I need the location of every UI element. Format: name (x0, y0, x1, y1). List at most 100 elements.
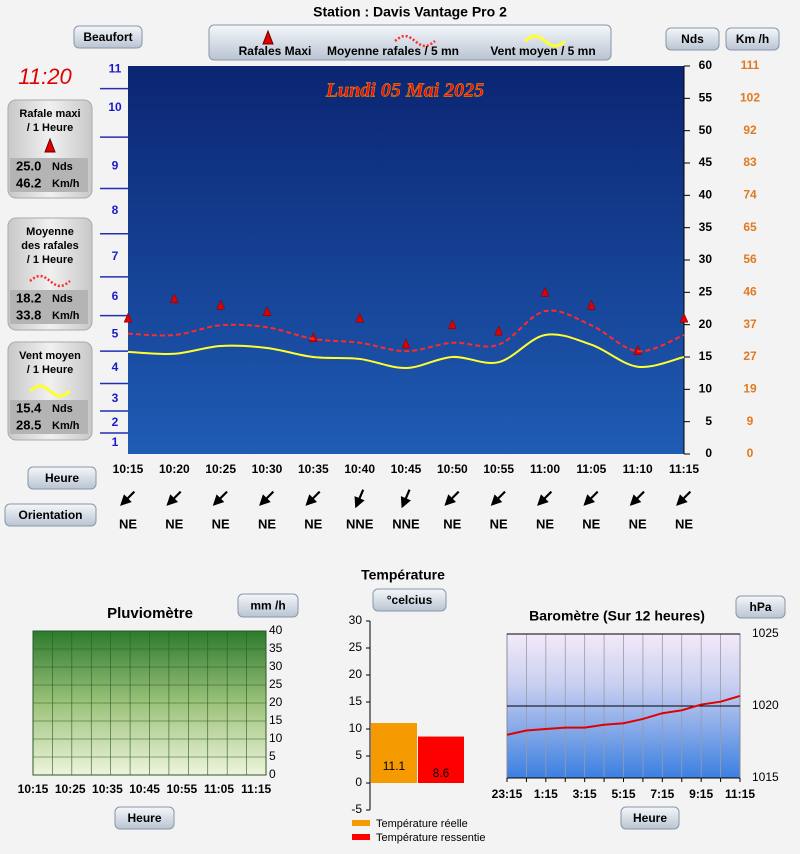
wind-arrow (305, 490, 321, 506)
panel-kmh-unit: Km/h (52, 310, 80, 322)
y-tick-label: 0 (705, 446, 712, 460)
y-tick-label: 35 (699, 220, 713, 234)
y-tick-label: 0 (269, 767, 276, 781)
panel-knots-unit: Nds (52, 403, 73, 415)
gust-marker (262, 306, 272, 316)
button[interactable] (620, 806, 680, 830)
gust-marker (123, 312, 133, 323)
y-tick-label: 40 (699, 188, 713, 202)
chart-title: Baromètre (Sur 12 heures) (529, 608, 705, 624)
legend-label: Température ressentie (376, 832, 485, 844)
panel-knots-unit: Nds (52, 293, 73, 305)
panel-label: / 1 Heure (27, 122, 73, 134)
x-tick-label: 11:15 (241, 782, 271, 796)
x-tick-label: 11:10 (623, 462, 653, 476)
wind-direction: NNE (392, 516, 420, 531)
wind-direction: NE (165, 516, 183, 531)
panel-kmh-unit: Km/h (52, 178, 80, 190)
wind-arrow (120, 490, 136, 506)
button-label[interactable]: mm /h (250, 599, 285, 613)
wind-direction: NE (536, 516, 554, 531)
button[interactable] (725, 27, 780, 51)
icon-triangle (44, 137, 56, 153)
button-label[interactable]: Heure (127, 811, 161, 825)
y-tick-label: 50 (699, 123, 713, 137)
y-tick-label: 40 (269, 623, 283, 637)
button[interactable] (735, 595, 786, 619)
beaufort-label: 3 (112, 391, 119, 405)
button[interactable] (114, 806, 175, 830)
bar-value: 11.1 (383, 759, 406, 773)
y2-tick-label: 83 (743, 155, 757, 169)
y-tick-label: 20 (349, 667, 363, 681)
bar-value: 8.6 (433, 766, 450, 780)
y2-tick-label: 46 (743, 285, 757, 299)
button-label[interactable]: Heure (45, 471, 79, 485)
button[interactable] (4, 503, 97, 527)
x-tick-label: 10:55 (166, 782, 197, 796)
x-tick-label: 10:35 (92, 782, 123, 796)
gust-marker (679, 312, 689, 323)
wind-direction: NE (212, 516, 230, 531)
panel-knots: 25.0 (16, 158, 41, 173)
wind-direction: NE (119, 516, 137, 531)
wind-arrow (259, 490, 275, 506)
icon-wave (29, 384, 71, 398)
x-tick-label: 23:15 (492, 787, 523, 801)
y-tick-label: 15 (269, 713, 283, 727)
button[interactable] (237, 593, 299, 618)
button-label[interactable]: Nds (681, 32, 704, 46)
y-tick-label: 1025 (752, 626, 779, 640)
wind-arrow (583, 490, 599, 506)
wind-direction: NE (582, 516, 600, 531)
wind-direction: NE (258, 516, 276, 531)
chart-title: Température (361, 567, 445, 583)
legend-label: Vent moyen / 5 mn (490, 44, 595, 58)
button-label[interactable]: Beaufort (83, 30, 132, 44)
button-label[interactable]: hPa (749, 600, 771, 614)
panel-kmh-unit: Km/h (52, 420, 80, 432)
y2-tick-label: 37 (743, 317, 757, 331)
wind-arrow (354, 489, 365, 509)
wind-direction: NE (675, 516, 693, 531)
gust-marker (447, 319, 457, 329)
gust-marker (540, 286, 550, 297)
x-tick-label: 3:15 (573, 787, 597, 801)
y-tick-label: 60 (699, 58, 713, 72)
beaufort-label: 1 (112, 435, 119, 449)
y2-tick-label: 65 (743, 220, 757, 234)
x-tick-label: 10:20 (159, 462, 190, 476)
button-label[interactable]: Km /h (736, 32, 769, 46)
panel-values (10, 400, 88, 434)
x-tick-label: 11:05 (204, 782, 234, 796)
button-label[interactable]: Heure (633, 811, 667, 825)
icon-wave (524, 34, 566, 48)
legend-box (208, 24, 612, 61)
wind-arrow (537, 490, 553, 506)
y-tick-label: 25 (699, 285, 713, 299)
y-tick-label: 0 (355, 775, 362, 789)
button-label[interactable]: °celcius (387, 593, 433, 607)
button[interactable] (665, 27, 720, 51)
y2-tick-label: 27 (743, 349, 757, 363)
y2-tick-label: 92 (743, 123, 757, 137)
button[interactable] (73, 25, 143, 49)
button[interactable] (372, 588, 447, 612)
panel-knots: 18.2 (16, 290, 41, 305)
button[interactable] (27, 466, 97, 490)
beaufort-label: 4 (112, 360, 119, 374)
panel-knots-unit: Nds (52, 161, 73, 173)
y-tick-label: 25 (269, 677, 283, 691)
wind-direction: NE (490, 516, 508, 531)
icon-triangle (262, 29, 274, 45)
gust-marker (216, 299, 226, 310)
y-tick-label: 1015 (752, 770, 779, 784)
y-tick-label: 45 (699, 155, 713, 169)
panel-knots: 15.4 (16, 400, 42, 415)
legend-label: Rafales Maxi (239, 44, 312, 58)
legend-label: Moyenne rafales / 5 mn (327, 44, 459, 58)
button-label[interactable]: Orientation (18, 508, 82, 522)
icon-wave (29, 274, 71, 288)
y2-tick-label: 111 (741, 58, 760, 72)
